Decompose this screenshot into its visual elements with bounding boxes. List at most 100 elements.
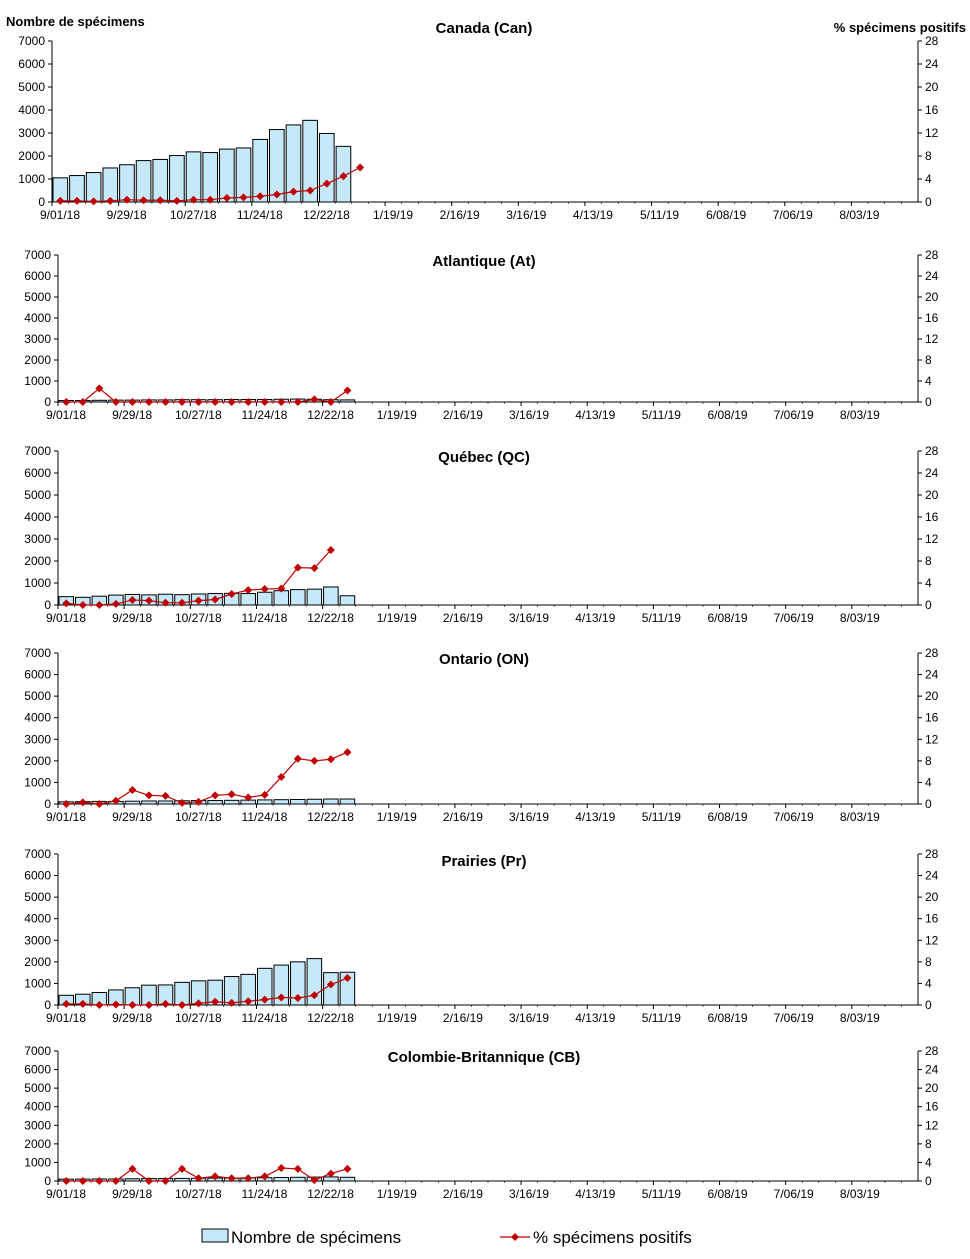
bar [339,399,356,403]
positivity-point [293,563,302,572]
positivity-point [260,995,269,1004]
left-tick-label: 5000 [24,890,51,904]
positivity-point [289,187,298,196]
positivity-point [256,192,265,201]
left-tick-label: 7000 [24,646,51,660]
x-tick-label: 5/11/19 [642,1187,681,1201]
positivity-point [326,398,335,406]
x-tick-label: 6/08/19 [708,1011,748,1025]
x-tick-label: 9/29/18 [112,408,152,422]
x-tick-label: 9/01/18 [46,1011,86,1025]
x-tick-label: 12/22/18 [307,408,354,422]
positivity-point [194,596,203,605]
x-tick-label: 2/16/19 [443,1011,483,1025]
chart-title: Colombie-Britannique (CB) [388,1049,581,1066]
left-tick-label: 7000 [24,847,51,861]
chart-panel: Québec (QC) 0 1000 2000 3000 4000 5000 6000 7000… [24,444,938,625]
left-tick-label: 4000 [18,103,45,117]
positivity-point [89,197,98,206]
left-tick-label: 4000 [24,912,51,926]
right-tick-label: 20 [925,890,939,904]
bar [273,590,290,606]
bar [157,800,174,805]
bar [273,964,290,1006]
positivity-point [277,773,286,782]
x-tick-label: 9/01/18 [46,810,86,824]
left-tick-label: 0 [44,1174,51,1188]
bar [256,967,273,1006]
bar [174,1177,190,1182]
x-tick-label: 10/27/18 [170,208,217,222]
left-tick-label: 5000 [24,290,51,304]
positivity-point [343,386,352,395]
x-tick-label: 4/13/19 [575,1187,615,1201]
left-tick-label: 3000 [24,1118,51,1132]
positivity-point [326,1169,335,1178]
positivity-line [66,751,348,805]
positivity-point [343,1164,352,1173]
left-tick-label: 2000 [24,754,51,768]
bar [202,152,219,203]
positivity-point [326,980,335,989]
chart-title: Prairies (Pr) [441,853,526,870]
right-tick-label: 12 [925,126,939,140]
positivity-point [194,398,203,406]
positivity-point [128,398,137,406]
bar [152,158,169,203]
positivity-point [161,598,170,607]
positivity-point [111,1177,120,1185]
right-tick-label: 24 [925,269,939,283]
left-tick-label: 6000 [24,466,51,480]
left-tick-label: 3000 [24,732,51,746]
x-tick-label: 12/22/18 [307,1011,354,1025]
x-tick-label: 11/24/18 [242,1011,288,1025]
bar [223,799,240,805]
right-tick-label: 28 [925,1044,939,1058]
positivity-point [95,1001,104,1009]
bar [290,589,306,606]
right-tick-label: 28 [925,646,939,660]
positivity-point [111,599,120,608]
positivity-point [211,398,220,406]
x-tick-label: 5/11/19 [642,408,681,422]
x-tick-label: 9/29/18 [112,1011,152,1025]
left-tick-label: 5000 [24,1081,51,1095]
positivity-point [161,999,170,1008]
bar [207,800,223,805]
left-tick-label: 2000 [24,1137,51,1151]
left-tick-label: 1000 [24,775,51,789]
positivity-point [144,596,153,605]
right-tick-label: 24 [925,869,939,883]
bar [290,1176,306,1182]
left-tick-label: 2000 [18,149,45,163]
legend-line-label: % spécimens positifs [533,1228,692,1247]
x-tick-label: 7/06/19 [774,810,814,824]
left-tick-label: 5000 [18,80,45,94]
positivity-point [189,195,198,204]
chart-title: Atlantique (At) [432,253,535,270]
positivity-point [244,1174,253,1183]
right-tick-label: 12 [925,732,939,746]
x-tick-label: 2/16/19 [440,208,480,222]
right-tick-label: 12 [925,532,939,546]
x-tick-label: 7/06/19 [774,1187,814,1201]
bar [135,160,152,203]
x-tick-label: 3/16/19 [506,208,546,222]
right-axis-title: % spécimens positifs [834,20,966,35]
x-tick-label: 3/16/19 [509,408,549,422]
positivity-point [78,398,87,406]
right-tick-label: 0 [925,395,932,409]
right-tick-label: 20 [925,689,939,703]
bar [91,399,108,403]
right-tick-label: 28 [925,847,939,861]
positivity-point [128,1164,137,1173]
x-tick-label: 6/08/19 [706,208,746,222]
left-tick-label: 6000 [24,668,51,682]
positivity-point [178,398,187,406]
legend-line-marker [511,1233,519,1241]
x-tick-label: 5/11/19 [642,810,681,824]
left-tick-label: 7000 [24,444,51,458]
bar [323,972,339,1006]
positivity-point [343,974,352,983]
x-tick-label: 11/24/18 [242,408,288,422]
